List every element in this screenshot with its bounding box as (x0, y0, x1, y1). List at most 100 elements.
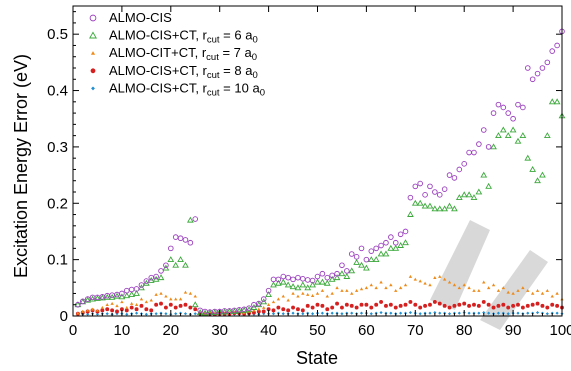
data-point (95, 312, 100, 316)
data-point (152, 275, 160, 282)
data-point (340, 305, 344, 310)
data-point (399, 311, 403, 315)
data-point (334, 270, 340, 277)
data-point (413, 277, 417, 281)
data-point (388, 302, 393, 307)
data-point (320, 311, 324, 315)
data-point (291, 291, 295, 295)
data-point (134, 307, 139, 312)
data-point (403, 302, 408, 307)
data-point (467, 286, 471, 290)
series-triangle-open (74, 98, 566, 316)
data-point (535, 301, 540, 306)
data-point (378, 242, 384, 249)
data-point (472, 302, 476, 307)
data-point (520, 104, 526, 111)
data-point (285, 274, 291, 281)
data-point (81, 309, 85, 313)
data-point (314, 278, 321, 285)
data-point (402, 239, 409, 246)
data-point (417, 180, 423, 187)
data-point (516, 288, 520, 292)
data-point (427, 183, 433, 190)
data-point (324, 274, 331, 281)
data-point (344, 268, 350, 274)
data-point (446, 202, 453, 209)
data-point (545, 288, 550, 292)
data-point (129, 305, 134, 310)
data-point (230, 307, 238, 314)
data-point (257, 307, 261, 311)
data-point (470, 194, 478, 201)
data-point (276, 305, 281, 310)
data-point (123, 292, 131, 299)
data-point (182, 261, 189, 268)
data-point (270, 281, 277, 288)
y-tick-label: 0.5 (47, 26, 68, 43)
data-point (442, 303, 447, 308)
data-point (465, 191, 473, 198)
data-point (167, 256, 175, 263)
data-point (133, 289, 140, 296)
data-point (543, 132, 551, 139)
data-point (480, 127, 487, 133)
data-point (431, 205, 439, 212)
data-point (426, 202, 434, 209)
x-tick-label: 100 (549, 322, 571, 339)
legend-marker (90, 51, 96, 55)
data-point (178, 297, 183, 301)
data-point (422, 192, 428, 198)
data-point (372, 256, 380, 263)
data-point (408, 311, 412, 315)
data-point (168, 245, 174, 252)
data-point (271, 308, 276, 313)
data-point (330, 291, 334, 295)
data-point (534, 70, 541, 77)
data-point (105, 307, 110, 312)
data-point (358, 261, 365, 268)
data-point (407, 211, 414, 217)
data-point (354, 305, 359, 310)
data-point (139, 297, 144, 301)
data-point (350, 291, 354, 295)
data-point (240, 306, 248, 313)
data-point (252, 308, 256, 312)
data-point (193, 307, 198, 312)
data-point (348, 251, 355, 257)
data-point (476, 141, 482, 147)
data-point (192, 216, 199, 222)
data-point (182, 237, 189, 243)
data-point (353, 258, 360, 265)
data-point (490, 143, 497, 150)
data-point (369, 305, 374, 310)
data-point (384, 286, 388, 290)
data-point (519, 132, 527, 139)
data-point (138, 282, 145, 288)
data-point (261, 309, 266, 314)
data-point (369, 312, 373, 316)
data-point (447, 305, 452, 310)
data-point (201, 309, 209, 316)
legend-marker (91, 86, 95, 91)
data-point (477, 288, 481, 292)
data-point (153, 273, 159, 280)
data-point (301, 312, 305, 316)
y-axis-title: Excitation Energy Error (eV) (11, 54, 31, 278)
data-point (163, 305, 168, 310)
data-point (186, 216, 194, 223)
data-point (343, 273, 351, 279)
data-point (338, 270, 346, 277)
data-point (208, 310, 212, 314)
data-point (539, 171, 546, 178)
data-point (460, 191, 468, 198)
data-point (373, 245, 379, 252)
data-point (266, 303, 271, 306)
data-point (359, 287, 364, 291)
data-point (530, 302, 535, 307)
data-point (418, 279, 422, 283)
data-point (485, 144, 492, 150)
data-point (183, 290, 188, 294)
data-point (191, 301, 199, 308)
data-point (481, 299, 486, 304)
